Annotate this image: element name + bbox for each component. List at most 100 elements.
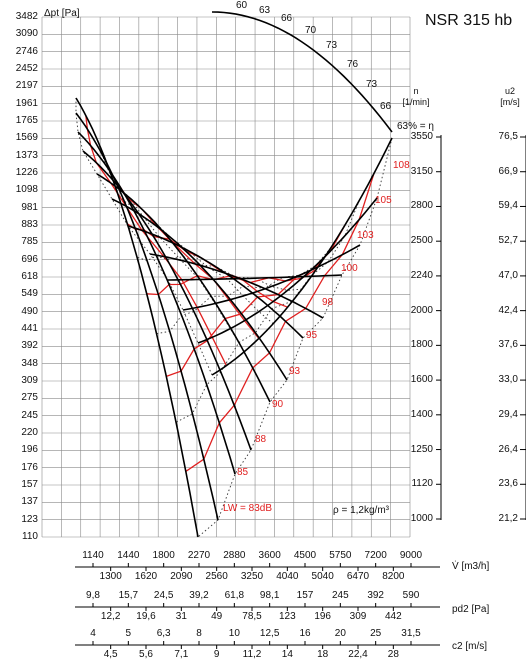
pd2-label-top: 9,8 (86, 590, 100, 601)
y-tick-label: 883 (21, 219, 38, 230)
v-label-top: 2270 (187, 550, 211, 561)
pd2-label-top: 245 (331, 590, 349, 601)
y-tick-label: 309 (21, 375, 38, 386)
v-label-bottom: 2560 (205, 571, 228, 582)
u2-tick-label: 37,6 (498, 339, 518, 351)
sound-power-label: 105 (375, 195, 392, 206)
speed-curve (149, 253, 324, 319)
v-label-bottom: 3250 (240, 571, 264, 582)
n-unit: [1/min] (402, 97, 430, 107)
speed-curve (167, 274, 343, 281)
c2-label-top: 20 (334, 628, 346, 639)
pd2-label-bottom: 196 (314, 611, 331, 622)
speed-curve (197, 197, 378, 344)
v-title: V̇ [m3/h] (452, 561, 490, 572)
u2-tick-label: 21,2 (498, 513, 518, 524)
y-tick-label: 618 (21, 271, 38, 282)
speed-curve (211, 137, 393, 376)
pd2-label-top: 590 (402, 590, 420, 601)
y-tick-label: 1961 (15, 97, 38, 109)
u2-tick-label: 52,7 (498, 235, 518, 247)
n-tick-label: 2240 (410, 269, 433, 281)
pd2-title: pd2 [Pa] (452, 604, 490, 615)
v-label-top: 7200 (364, 550, 387, 561)
u2-tick-label: 59,4 (498, 200, 518, 212)
speed-curve (75, 112, 219, 521)
c2-label-top: 8 (196, 628, 202, 639)
y-tick-label: 1098 (15, 184, 38, 196)
y-tick-label: 549 (21, 288, 38, 300)
y-tick-label: 1569 (15, 132, 38, 144)
c2-label-top: 5 (125, 628, 132, 639)
n-tick-label: 1250 (410, 443, 433, 455)
y-tick-label: 348 (21, 357, 38, 369)
y-tick-label: 490 (21, 305, 38, 317)
v-label-bottom: 6470 (346, 571, 370, 582)
c2-label-bottom: 5,6 (139, 649, 153, 660)
sound-power-label: 103 (357, 230, 374, 241)
u2-tick-label: 29,4 (498, 408, 518, 420)
efficiency-label: 63 (259, 5, 271, 16)
u2-tick-label: 23,6 (498, 478, 518, 490)
n-tick-label: 1600 (410, 374, 433, 386)
sound-power-label: 88 (255, 434, 267, 445)
c2-label-bottom: 28 (387, 649, 399, 660)
pd2-label-bottom: 31 (175, 611, 187, 622)
pd2-label-top: 15,7 (118, 590, 139, 601)
c2-label-bottom: 4,5 (103, 649, 118, 660)
c2-label-bottom: 11,2 (242, 649, 262, 660)
efficiency-suffix: 63% = η (397, 121, 434, 132)
y-tick-label: 2746 (15, 45, 38, 57)
sound-power-label: 93 (289, 366, 301, 377)
n-tick-label: 3550 (410, 131, 433, 142)
n-title: n (413, 86, 419, 96)
dotted-line (117, 192, 274, 325)
rho-label: ρ = 1,2kg/m³ (333, 505, 389, 516)
y-tick-label: 196 (21, 444, 38, 456)
efficiency-line (185, 173, 375, 472)
dotted-line (136, 255, 303, 291)
efficiency-line (166, 224, 346, 378)
n-tick-label: 3150 (410, 165, 433, 177)
u2-tick-label: 42,4 (498, 304, 518, 316)
sound-power-label: 108 (393, 160, 410, 171)
n-tick-label: 1120 (411, 478, 433, 490)
characteristic-curves (75, 11, 393, 538)
y-tick-label: 3090 (15, 28, 38, 40)
y-tick-label: 3482 (15, 11, 38, 22)
v-label-bottom: 4040 (276, 571, 299, 582)
y-tick-label: 1226 (15, 167, 38, 178)
dotted-line (75, 98, 213, 376)
right-axes (436, 135, 526, 520)
y-tick-label: 275 (21, 392, 38, 404)
y-tick-label: 981 (21, 201, 38, 213)
v-label-top: 1140 (82, 550, 104, 561)
pd2-label-bottom: 49 (211, 611, 223, 622)
sound-power-label: 98 (322, 297, 334, 308)
pd2-label-bottom: 19,6 (136, 611, 156, 622)
pd2-label-top: 98,1 (259, 590, 280, 601)
sound-power-label: 90 (272, 399, 284, 410)
lw-label: LW = 83dB (223, 503, 273, 514)
dotted-line (197, 137, 393, 538)
n-tick-label: 1400 (410, 408, 433, 420)
efficiency-line (85, 115, 227, 366)
max-speed-curve (211, 11, 393, 133)
c2-label-top: 25 (370, 628, 382, 639)
v-label-top: 5750 (329, 550, 352, 561)
pd2-label-bottom: 442 (384, 611, 402, 622)
v-label-bottom: 1300 (99, 571, 122, 582)
sound-power-label: 85 (237, 467, 249, 478)
n-tick-label: 2800 (410, 200, 433, 212)
u2-axis-title: u2 [m/s] (495, 86, 525, 108)
speed-curve (111, 198, 288, 381)
efficiency-label: 76 (347, 59, 359, 70)
c2-label-top: 31,5 (401, 628, 421, 639)
bottom-scales (75, 563, 440, 649)
pd2-label-bottom: 309 (349, 611, 367, 622)
pd2-label-top: 24,5 (153, 590, 174, 601)
y-tick-label: 2197 (15, 80, 38, 92)
u2-unit: [m/s] (500, 97, 520, 107)
pd2-label-top: 61,8 (224, 590, 245, 601)
